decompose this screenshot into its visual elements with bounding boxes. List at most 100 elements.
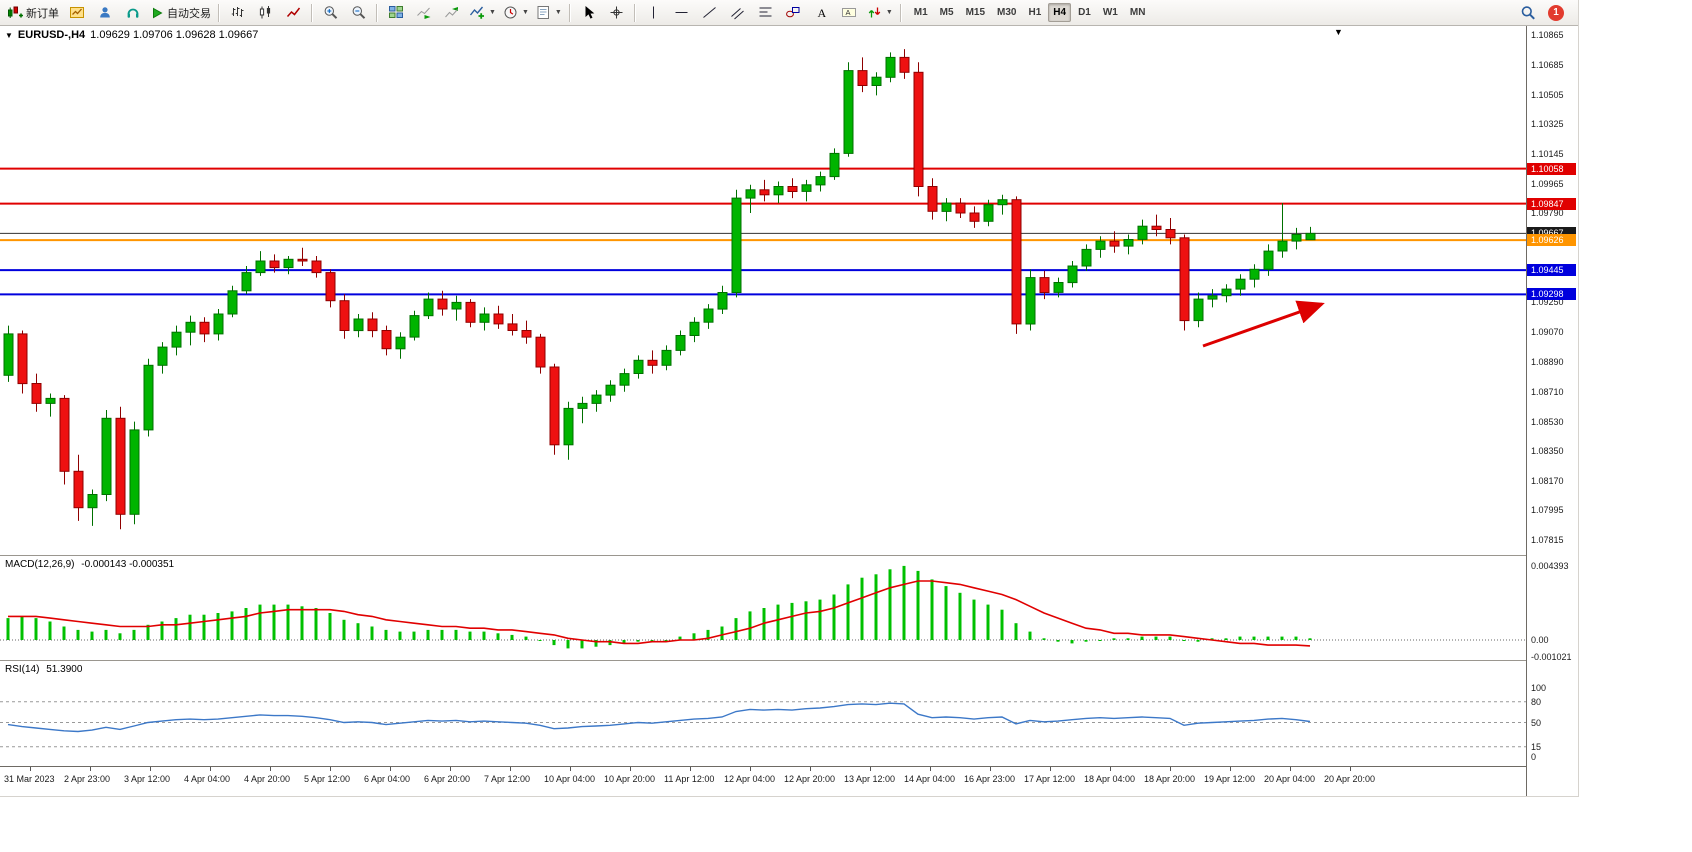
- price-axis-label: 1.10505: [1531, 90, 1564, 100]
- periods-button[interactable]: ▼: [500, 2, 532, 23]
- macd-bar: [1014, 623, 1018, 640]
- tf-button-m15[interactable]: M15: [965, 7, 986, 18]
- new-order-icon: [8, 6, 23, 18]
- time-axis-label: 2 Apr 23:00: [64, 774, 111, 784]
- cursor-button[interactable]: [575, 2, 602, 23]
- tile-windows-button[interactable]: [382, 2, 409, 23]
- macd-bar: [328, 613, 332, 640]
- candle-body: [1137, 225, 1148, 240]
- candle-body: [1025, 277, 1036, 325]
- macd-bar: [1098, 640, 1102, 641]
- tf-button-m1[interactable]: M1: [913, 7, 928, 18]
- tf-button-h4[interactable]: H4: [1048, 3, 1072, 22]
- candlestick-chart-button[interactable]: [252, 2, 279, 23]
- tf-button-m5[interactable]: M5: [939, 7, 954, 18]
- macd-bar: [1196, 640, 1200, 642]
- search-icon: [1521, 5, 1535, 20]
- time-axis-tick: [930, 767, 931, 771]
- auto-trading-button[interactable]: 自动交易: [147, 2, 214, 23]
- toolbar-separator: [376, 3, 378, 22]
- notification-badge[interactable]: 1: [1548, 4, 1564, 21]
- candle-body: [325, 272, 336, 302]
- trendline-button[interactable]: [696, 2, 723, 23]
- time-axis-tick: [210, 767, 211, 771]
- templates-button[interactable]: ▼: [533, 2, 565, 23]
- price-axis-label: 1.09965: [1531, 179, 1564, 189]
- chart-shift-button[interactable]: [438, 2, 465, 23]
- symbol-dropdown-icon[interactable]: ▼: [5, 30, 13, 40]
- candlestick-chart[interactable]: [0, 26, 1526, 555]
- candle-body: [1277, 240, 1288, 252]
- text-button[interactable]: A: [808, 2, 835, 23]
- candle-body: [1081, 248, 1092, 267]
- rsi-panel[interactable]: [0, 662, 1526, 764]
- macd-bar: [1308, 638, 1312, 640]
- time-axis-tick: [810, 767, 811, 771]
- crosshair-button[interactable]: [603, 2, 630, 23]
- candle-body: [1221, 288, 1232, 297]
- rsi-name: RSI(14): [5, 664, 40, 675]
- arrows-button[interactable]: ▼: [864, 2, 896, 23]
- new-chart-button[interactable]: [63, 2, 90, 23]
- bar-chart-button[interactable]: [224, 2, 251, 23]
- time-axis-tick: [1290, 767, 1291, 771]
- vertical-line-button[interactable]: [640, 2, 667, 23]
- zoom-out-button[interactable]: [345, 2, 372, 23]
- macd-panel[interactable]: [0, 557, 1526, 660]
- annotation-arrow[interactable]: [1202, 300, 1325, 348]
- candle-body: [1263, 250, 1274, 270]
- macd-bar: [944, 586, 948, 640]
- panel-divider[interactable]: [0, 660, 1578, 663]
- candle-body: [605, 384, 616, 396]
- line-chart-button[interactable]: [280, 2, 307, 23]
- profiles-button[interactable]: [91, 2, 118, 23]
- text-label-button[interactable]: A: [836, 2, 863, 23]
- tf-button-m30[interactable]: M30: [997, 7, 1017, 18]
- macd-bar: [1238, 636, 1242, 640]
- time-axis-tick: [1350, 767, 1351, 771]
- shapes-button[interactable]: [780, 2, 807, 23]
- autotrading-play-icon: [153, 7, 163, 18]
- macd-bar: [188, 614, 192, 640]
- candle-body: [1151, 225, 1162, 230]
- chart-collapse-icon[interactable]: ▼: [1334, 27, 1343, 37]
- macd-bar: [370, 626, 374, 640]
- horizontal-line-button[interactable]: [668, 2, 695, 23]
- tf-button-d1[interactable]: D1: [1078, 7, 1091, 18]
- rsi-scale-label: 15: [1531, 742, 1542, 752]
- tf-button-h1[interactable]: H1: [1028, 7, 1042, 18]
- time-axis-tick: [750, 767, 751, 771]
- time-axis-tick: [1050, 767, 1051, 771]
- time-axis[interactable]: 31 Mar 2023 2 Apr 23:00 3 Apr 12:00 4 Apr 0…: [0, 766, 1526, 796]
- search-button[interactable]: [1514, 2, 1541, 23]
- zoom-in-button[interactable]: [317, 2, 344, 23]
- text-icon: A: [817, 6, 826, 20]
- tf-button-mn[interactable]: MN: [1129, 7, 1146, 18]
- candle-body: [73, 470, 84, 509]
- channel-button[interactable]: [724, 2, 751, 23]
- horizontal-line-icon: [675, 12, 688, 13]
- candle-body: [703, 308, 714, 323]
- toolbar-right-group: 1: [1514, 2, 1564, 23]
- rsi-scale-label: 0: [1531, 752, 1537, 762]
- candle-body: [871, 76, 882, 87]
- panel-divider[interactable]: [0, 555, 1578, 558]
- macd-bar: [734, 618, 738, 640]
- indicators-icon: [469, 6, 484, 19]
- indicators-button[interactable]: ▼: [466, 2, 499, 23]
- tf-button-w1[interactable]: W1: [1102, 7, 1118, 18]
- market-watch-button[interactable]: [119, 2, 146, 23]
- time-axis-label: 6 Apr 20:00: [424, 774, 471, 784]
- macd-bar: [860, 577, 864, 640]
- price-axis[interactable]: 1.10865 1.10685 1.10505 1.10325 1.10145 1.099…: [1526, 26, 1578, 796]
- candle-body: [493, 313, 504, 325]
- time-axis-label: 17 Apr 12:00: [1024, 774, 1076, 784]
- auto-scroll-button[interactable]: [410, 2, 437, 23]
- new-order-button[interactable]: 新订单: [4, 2, 62, 23]
- macd-bar: [636, 640, 640, 642]
- price-axis-label: 1.08170: [1531, 476, 1564, 486]
- time-axis-label: 11 Apr 12:00: [664, 774, 715, 784]
- macd-bar: [1210, 638, 1214, 640]
- time-axis-label: 10 Apr 20:00: [604, 774, 656, 784]
- fibonacci-button[interactable]: [752, 2, 779, 23]
